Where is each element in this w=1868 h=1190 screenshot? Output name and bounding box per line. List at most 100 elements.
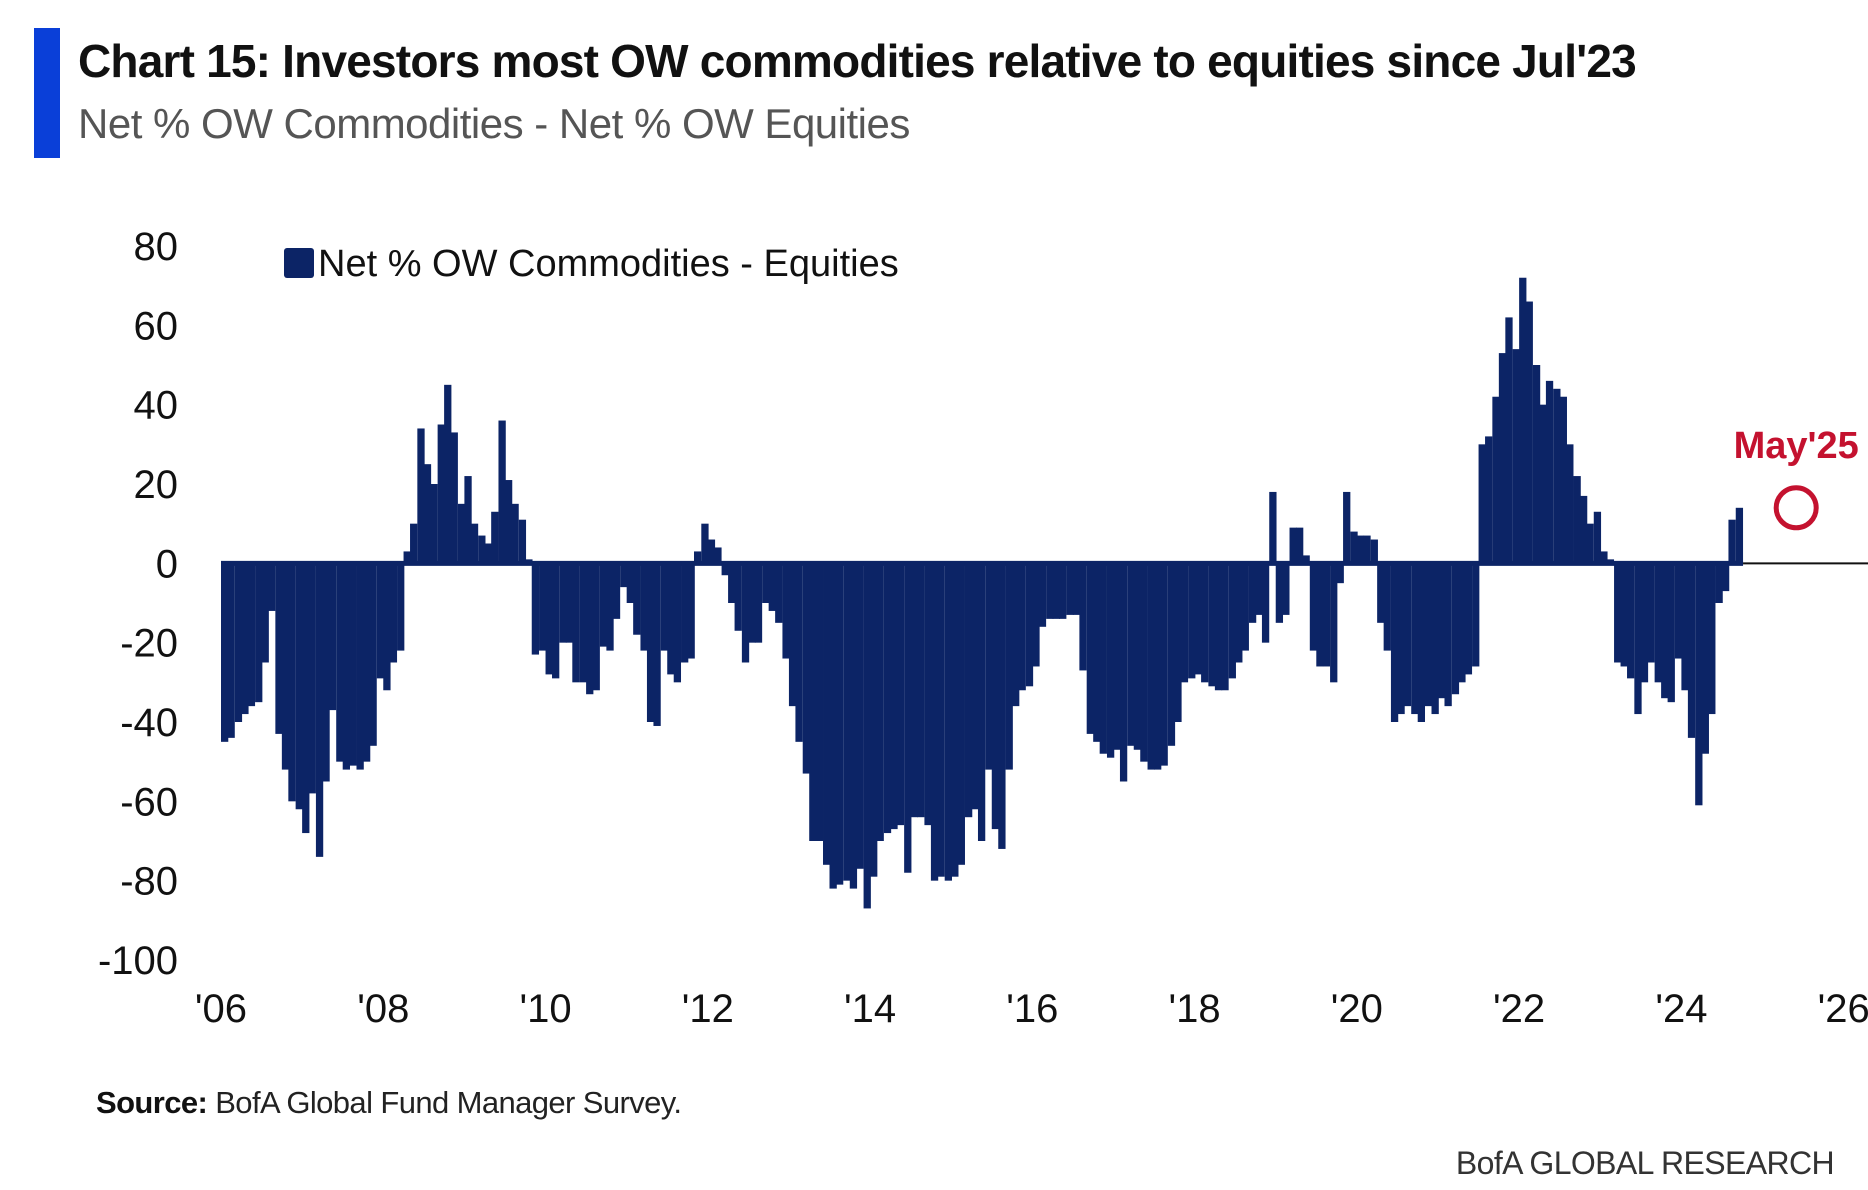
bar — [491, 511, 499, 564]
bar — [985, 563, 993, 770]
bar — [261, 563, 269, 663]
bar — [762, 563, 770, 603]
bar — [1194, 563, 1202, 675]
bar — [1485, 436, 1493, 564]
bar — [734, 563, 742, 631]
bar — [1005, 563, 1013, 770]
bar — [1012, 563, 1020, 707]
bar — [620, 563, 628, 588]
bar — [849, 563, 858, 889]
bar — [1322, 563, 1331, 667]
bar — [1113, 563, 1121, 750]
y-tick-label: -60 — [120, 780, 178, 824]
chart-title: Chart 15: Investors most OW commodities … — [78, 35, 1637, 87]
bar — [714, 547, 722, 564]
bar — [572, 563, 580, 683]
bar — [1032, 563, 1040, 667]
bar — [599, 563, 608, 647]
bar — [1458, 563, 1466, 683]
bar — [951, 563, 959, 877]
bar — [376, 563, 385, 679]
bar — [221, 563, 229, 742]
bar — [1586, 523, 1594, 564]
bar — [1363, 535, 1371, 564]
bar — [1661, 563, 1669, 699]
bar — [1383, 563, 1391, 651]
bar — [856, 563, 864, 869]
bar — [1336, 563, 1344, 584]
bar — [1221, 563, 1229, 691]
bar — [681, 563, 689, 663]
bar — [586, 563, 594, 695]
bar — [268, 563, 276, 611]
bar — [1654, 563, 1662, 683]
bar — [1079, 563, 1087, 671]
bar — [1275, 563, 1284, 623]
x-tick-label: '12 — [682, 987, 734, 1031]
bar — [1640, 563, 1649, 683]
bar — [349, 563, 357, 766]
bar — [403, 551, 411, 564]
bar — [1735, 507, 1744, 564]
bar — [633, 563, 641, 635]
bar — [1472, 563, 1480, 667]
bar — [1330, 563, 1338, 683]
bar — [1614, 563, 1622, 663]
bar — [1403, 563, 1412, 707]
bar — [1119, 563, 1128, 782]
legend-swatch — [284, 248, 314, 278]
x-tick-label: '22 — [1493, 987, 1545, 1031]
bar — [870, 563, 878, 877]
bar — [464, 476, 472, 564]
bar — [1106, 563, 1115, 758]
bar — [1350, 531, 1358, 564]
x-tick-label: '08 — [357, 987, 409, 1031]
annotation-circle — [1773, 485, 1819, 531]
bar — [707, 539, 716, 564]
bar — [531, 563, 540, 655]
bar — [1559, 396, 1567, 564]
bar — [904, 563, 912, 873]
brand-label: BofA GLOBAL RESEARCH — [1455, 1145, 1835, 1181]
bar — [1208, 563, 1216, 687]
bar — [626, 563, 634, 603]
bar — [1099, 563, 1107, 754]
bar — [545, 563, 553, 675]
bar — [1038, 563, 1047, 627]
bar — [863, 563, 871, 909]
annotation: May'25 — [1734, 425, 1859, 531]
bar — [1174, 563, 1182, 722]
bar — [1573, 476, 1581, 564]
bar — [1167, 563, 1176, 746]
bar — [1377, 563, 1385, 623]
bar — [356, 563, 364, 770]
bar — [1154, 563, 1162, 770]
bar — [1620, 563, 1628, 667]
bar — [964, 563, 973, 818]
bar — [917, 563, 925, 818]
bar — [1566, 444, 1574, 564]
bar — [687, 563, 695, 659]
bar — [1316, 563, 1324, 667]
bar — [653, 563, 661, 726]
bar — [1634, 563, 1642, 715]
bar — [1505, 317, 1513, 564]
bar — [890, 563, 898, 830]
bar — [1282, 563, 1290, 615]
bar — [281, 563, 290, 770]
bar — [1525, 301, 1533, 564]
bar — [1127, 563, 1135, 746]
bar — [835, 563, 844, 885]
y-axis-ticks: 80 60 40 20 0 -20 -40 -60 -80 -100 — [98, 225, 178, 983]
bar — [991, 563, 1000, 830]
bar — [1052, 563, 1060, 619]
bar — [1046, 563, 1054, 619]
bar — [829, 563, 837, 889]
bar — [1593, 511, 1602, 564]
bar — [302, 563, 310, 834]
bar — [957, 563, 965, 865]
y-tick-label: 60 — [134, 304, 179, 348]
bar — [1214, 563, 1223, 691]
bar — [470, 523, 479, 564]
bar — [397, 563, 405, 651]
